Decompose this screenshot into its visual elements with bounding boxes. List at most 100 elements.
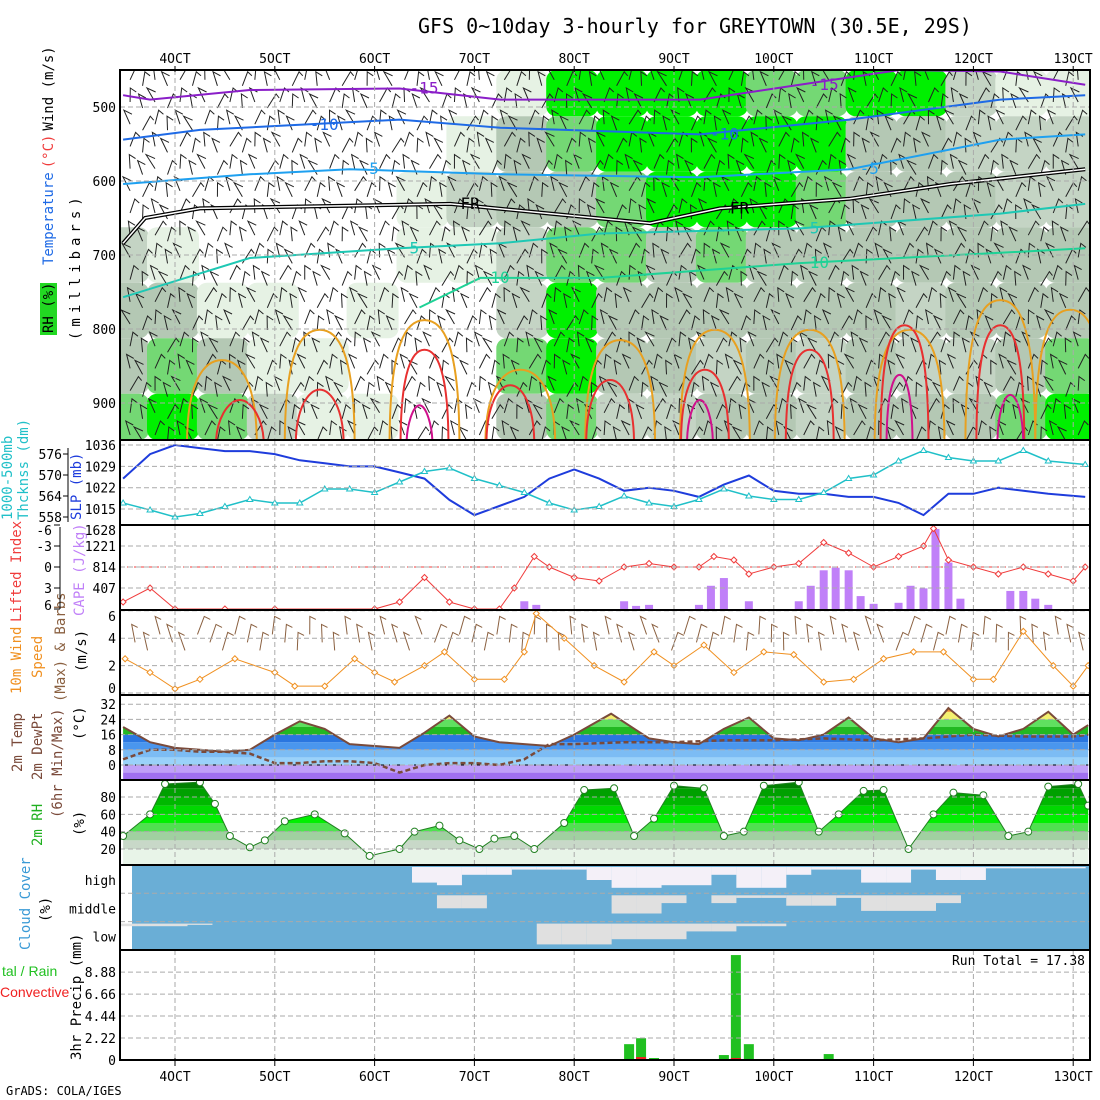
wind-barb — [300, 86, 309, 103]
wind-barb — [391, 137, 405, 153]
cloud-fraction-high — [911, 867, 936, 870]
wind-barb — [957, 159, 968, 175]
wind-barb — [653, 87, 666, 103]
wind-barb — [801, 131, 810, 147]
thickness-marker — [844, 474, 853, 481]
wind-barb — [684, 159, 694, 175]
wind-barb — [591, 426, 602, 440]
cape-bar — [956, 598, 965, 609]
wind-speed-marker — [231, 655, 239, 663]
wind-barb — [1040, 359, 1048, 375]
wind-barb — [666, 137, 679, 153]
wind-barb — [484, 137, 495, 153]
label-barbs: (Max) & Barbs — [53, 592, 69, 702]
wind-speed-marker — [520, 648, 529, 656]
wind-barb — [275, 242, 284, 258]
wind-barb — [237, 292, 247, 308]
wind-barb — [516, 337, 524, 353]
thickness-marker — [620, 492, 628, 499]
wind-barb — [616, 204, 627, 220]
wind-barb — [593, 264, 605, 280]
precip-bar — [624, 1044, 635, 1060]
wind-barb — [516, 381, 528, 397]
wind-barb — [946, 353, 956, 369]
wind-barb — [1040, 426, 1048, 440]
cloud-row-label: middle — [69, 902, 116, 917]
wind-speed-marker — [849, 675, 858, 684]
wind-barb — [254, 242, 265, 258]
wind-barb — [316, 248, 325, 264]
wind-barb — [903, 375, 913, 391]
temp-band — [120, 689, 1090, 704]
wind-barb — [778, 131, 790, 147]
wind-barb — [638, 204, 647, 220]
wind-barb — [503, 220, 512, 236]
wind-barb — [943, 109, 955, 125]
wind-barb — [1001, 153, 1009, 169]
wind-panel — [121, 610, 1090, 693]
wind-barb — [828, 331, 839, 347]
cape-bar — [620, 601, 629, 609]
wind-barb — [341, 70, 355, 87]
wind-barb — [964, 137, 972, 153]
rh-marker — [225, 831, 234, 840]
wind-barb — [784, 359, 794, 375]
wind-barb — [958, 92, 969, 109]
wind-barb — [740, 181, 753, 198]
wind-barb — [735, 159, 745, 175]
cloud-fraction-high — [1010, 867, 1036, 869]
rh-cell — [795, 227, 848, 283]
wind-barb — [267, 426, 277, 440]
wind-barb — [191, 137, 201, 153]
wind-barb — [937, 426, 946, 440]
wind-barb — [466, 137, 475, 153]
wind-barb — [1073, 264, 1082, 280]
wind-barb — [852, 631, 860, 651]
wind-barb — [362, 337, 372, 353]
wind-barb — [1015, 181, 1027, 197]
wind-barb — [1027, 353, 1039, 369]
rh-bands — [123, 782, 1089, 865]
wind-barb — [401, 220, 410, 236]
wind-barb — [254, 175, 265, 191]
wind-barb — [814, 248, 822, 264]
wind-barb — [808, 203, 819, 220]
wind-barb — [179, 220, 187, 236]
rh-cell — [995, 338, 1048, 394]
wind-barb — [427, 70, 434, 80]
wind-barb — [915, 181, 925, 197]
rh-cell — [646, 171, 698, 228]
wind-barb — [482, 270, 493, 286]
wind-barb — [592, 631, 600, 651]
wind-barb — [329, 220, 339, 236]
wind-barb — [603, 331, 616, 347]
wind-barb — [357, 226, 368, 242]
wind-barb — [653, 397, 667, 414]
wind-barb — [450, 419, 459, 436]
wind-barb — [847, 86, 857, 103]
wind-barb — [928, 397, 941, 414]
thickness-marker — [221, 502, 229, 509]
wind-barb — [229, 331, 241, 347]
wind-barb — [1027, 109, 1037, 125]
wind-barb — [211, 137, 221, 153]
wind-barb — [441, 403, 453, 420]
isotherm-arch-25 — [405, 404, 434, 440]
li-marker — [944, 556, 953, 564]
wind-barb — [291, 93, 299, 109]
wind-barb — [254, 309, 264, 325]
wind-barb — [1002, 375, 1015, 391]
wind-barb — [803, 175, 813, 191]
cape-bar — [632, 605, 641, 609]
wind-barb — [653, 153, 665, 169]
wind-barb — [424, 197, 433, 214]
wind-barb — [1045, 175, 1056, 192]
wind-barb — [1077, 242, 1087, 258]
cloud-fraction-middle — [861, 895, 887, 911]
rh-marker — [1074, 780, 1083, 788]
wind-barb — [715, 292, 724, 308]
cloud-fraction-high — [461, 867, 487, 875]
wind-barb — [712, 181, 721, 197]
wind-barb — [928, 331, 941, 347]
cloud-fraction-high — [985, 867, 1011, 869]
